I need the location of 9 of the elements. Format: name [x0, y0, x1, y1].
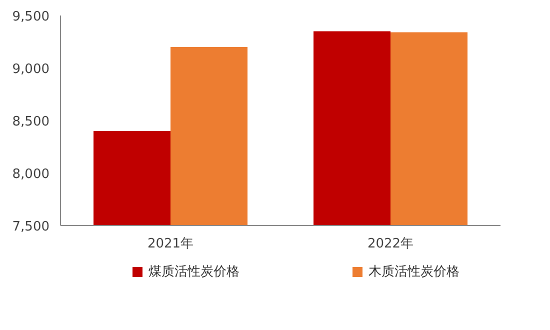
- y-tick-label: 7,500: [12, 220, 50, 234]
- y-tick-label: 8,000: [12, 167, 50, 182]
- y-tick-label: 8,500: [12, 114, 50, 130]
- y-tick-label: 9,000: [12, 62, 50, 77]
- legend-label: 煤质活性炭价格: [148, 264, 240, 280]
- y-tick-label: 9,500: [12, 10, 50, 24]
- x-tick-label: 2022年: [367, 236, 414, 252]
- x-tick-label: 2021年: [147, 236, 194, 252]
- legend-label: 木质活性炭价格: [368, 264, 460, 280]
